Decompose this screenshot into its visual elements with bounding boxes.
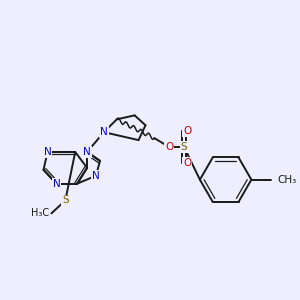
Text: H₃C: H₃C — [32, 208, 50, 218]
Text: O: O — [165, 142, 173, 152]
Text: N: N — [83, 147, 91, 157]
Text: CH₃: CH₃ — [277, 175, 296, 185]
Text: N: N — [92, 171, 100, 181]
Text: O: O — [183, 126, 191, 136]
Text: N: N — [52, 178, 60, 189]
Text: N: N — [100, 127, 108, 137]
Text: N: N — [44, 147, 51, 157]
Text: S: S — [62, 196, 69, 206]
Text: O: O — [183, 158, 191, 168]
Text: S: S — [181, 142, 188, 152]
